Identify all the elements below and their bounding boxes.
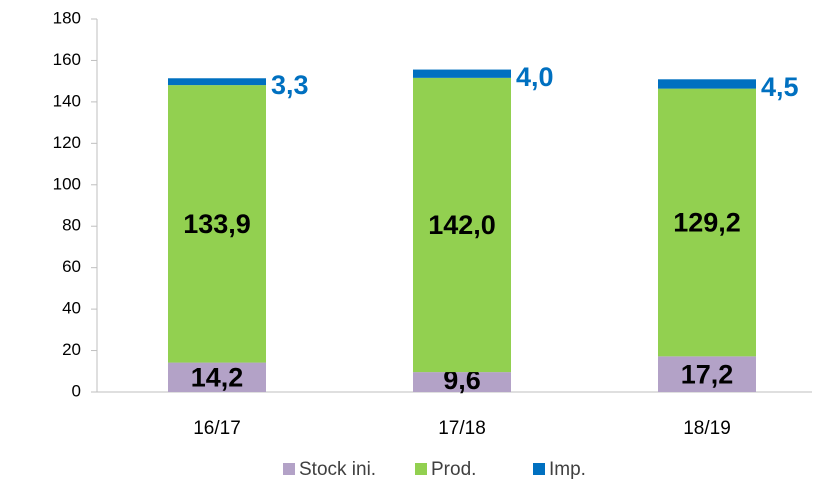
data-label: 142,0 — [428, 210, 496, 240]
legend-swatch — [283, 463, 295, 475]
data-label: 14,2 — [191, 362, 244, 392]
data-label: 3,3 — [271, 70, 309, 100]
bar-segment — [658, 79, 756, 89]
bar-segment — [658, 88, 756, 357]
x-tick-label: 18/19 — [683, 418, 731, 439]
y-tick-label: 180 — [53, 8, 81, 27]
y-tick-label: 40 — [62, 299, 81, 318]
legend-label: Prod. — [431, 459, 476, 480]
y-tick-label: 120 — [53, 133, 81, 152]
x-tick-label: 17/18 — [438, 418, 486, 439]
bar-segment — [168, 362, 266, 392]
y-tick-label: 20 — [62, 340, 81, 359]
bar-segment — [413, 372, 511, 392]
data-label: 129,2 — [673, 208, 741, 238]
legend-swatch — [533, 463, 545, 475]
y-tick-label: 80 — [62, 216, 81, 235]
x-tick-label: 16/17 — [193, 418, 241, 439]
bar-segment — [168, 85, 266, 363]
y-tick-label: 100 — [53, 174, 81, 193]
bar-segment — [168, 78, 266, 86]
bar-segment — [413, 77, 511, 373]
legend-label: Stock ini. — [299, 459, 376, 480]
data-label: 4,0 — [516, 62, 554, 92]
bar-segment — [658, 356, 756, 392]
legend-swatch — [415, 463, 427, 475]
bar-segment — [413, 69, 511, 78]
y-tick-label: 160 — [53, 50, 81, 69]
legend-label: Imp. — [549, 459, 586, 480]
y-tick-label: 140 — [53, 91, 81, 110]
data-label: 4,5 — [761, 72, 799, 102]
y-tick-label: 60 — [62, 257, 81, 276]
data-label: 133,9 — [183, 209, 251, 239]
data-label: 17,2 — [681, 359, 734, 389]
y-tick-label: 0 — [72, 381, 81, 400]
